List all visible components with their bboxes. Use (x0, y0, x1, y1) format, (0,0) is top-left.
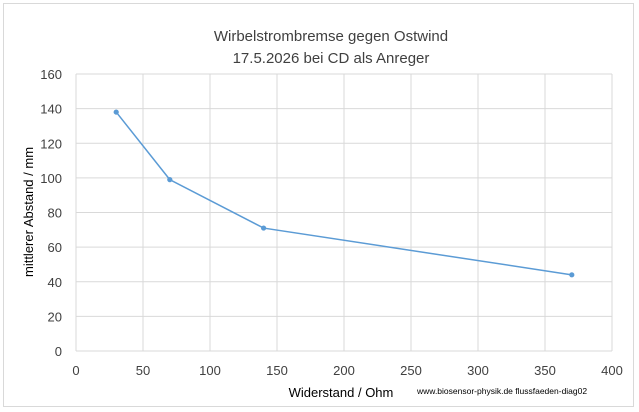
y-axis-title: mittlerer Abstand / mm (21, 147, 36, 277)
x-tick-label: 400 (601, 363, 623, 378)
y-tick-label: 140 (40, 102, 62, 117)
x-tick-label: 150 (266, 363, 288, 378)
y-tick-label: 160 (40, 67, 62, 82)
x-tick-label: 250 (400, 363, 422, 378)
x-tick-label: 300 (467, 363, 489, 378)
y-tick-label: 120 (40, 136, 62, 151)
y-tick-labels: 0 20 40 60 80 100 120 140 160 (40, 67, 62, 359)
y-tick-label: 20 (48, 309, 62, 324)
x-tick-labels: 0 50 100 150 200 250 300 350 400 (72, 363, 622, 378)
data-point (167, 177, 173, 183)
series-group (113, 109, 575, 278)
data-point (113, 109, 119, 115)
y-tick-label: 80 (48, 206, 62, 221)
gridlines (75, 73, 613, 352)
y-tick-label: 60 (48, 240, 62, 255)
x-tick-label: 200 (333, 363, 355, 378)
data-point (261, 225, 267, 231)
x-tick-label: 350 (534, 363, 556, 378)
chart-frame (3, 3, 634, 407)
data-point (569, 272, 575, 278)
x-tick-label: 0 (72, 363, 79, 378)
x-tick-label: 100 (199, 363, 221, 378)
series-line (115, 111, 572, 276)
chart-title-line1: Wirbelstrombremse gegen Ostwind (214, 28, 448, 45)
chart-title-line2: 17.5.2026 bei CD als Anreger (233, 50, 430, 67)
y-tick-label: 0 (55, 344, 62, 359)
y-tick-label: 40 (48, 275, 62, 290)
x-axis-title: Widerstand / Ohm (289, 385, 394, 400)
x-tick-label: 50 (136, 363, 150, 378)
source-note: www.biosensor-physik.de flussfaeden-diag… (416, 386, 587, 396)
y-tick-label: 100 (40, 171, 62, 186)
